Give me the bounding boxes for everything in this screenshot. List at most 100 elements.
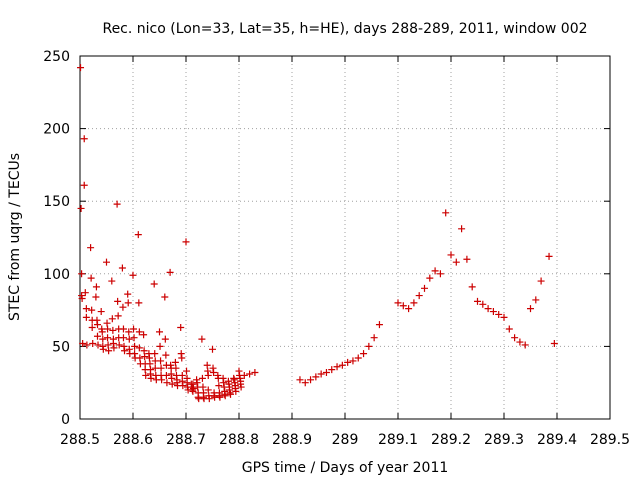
y-tick-label: 100 bbox=[43, 267, 70, 283]
data-point bbox=[447, 251, 455, 259]
data-point bbox=[80, 181, 88, 189]
data-point bbox=[550, 339, 558, 347]
data-point bbox=[114, 312, 122, 320]
data-point bbox=[312, 373, 320, 381]
data-point bbox=[511, 334, 519, 342]
data-point bbox=[209, 345, 216, 353]
data-point bbox=[108, 277, 116, 285]
data-point bbox=[109, 326, 117, 334]
data-point bbox=[134, 231, 142, 239]
data-point bbox=[182, 238, 190, 246]
data-point bbox=[333, 363, 341, 371]
data-point bbox=[79, 339, 87, 347]
data-point bbox=[125, 328, 133, 336]
y-tick-label: 200 bbox=[43, 122, 70, 138]
data-point bbox=[157, 357, 165, 365]
x-tick-labels: 288.5 288.6 288.7 288.8 288.9 289 289.1 289.2 28… bbox=[60, 432, 630, 448]
data-point bbox=[88, 306, 96, 314]
x-tick-label: 288.5 bbox=[60, 432, 100, 448]
y-axis-label: STEC from uqrg / TECUs bbox=[7, 153, 23, 321]
data-point bbox=[118, 264, 126, 272]
x-tick-label: 288.7 bbox=[166, 432, 206, 448]
data-point bbox=[458, 225, 466, 233]
data-point bbox=[78, 270, 86, 278]
y-tick-label: 0 bbox=[61, 412, 70, 428]
data-point bbox=[463, 255, 471, 263]
data-point bbox=[141, 353, 149, 361]
data-point bbox=[168, 380, 176, 388]
data-point bbox=[150, 280, 158, 288]
data-point bbox=[108, 315, 116, 323]
x-tick-label: 289.3 bbox=[484, 432, 524, 448]
data-point bbox=[125, 335, 133, 343]
data-point bbox=[375, 321, 383, 329]
data-point bbox=[104, 334, 112, 342]
data-point bbox=[232, 387, 240, 395]
data-point bbox=[484, 305, 492, 313]
x-tick-label: 288.6 bbox=[113, 432, 153, 448]
data-point bbox=[158, 376, 166, 384]
data-point bbox=[227, 390, 235, 398]
x-tick-label: 288.8 bbox=[219, 432, 259, 448]
data-point bbox=[115, 341, 123, 349]
data-point bbox=[344, 358, 352, 366]
y-tick-label: 150 bbox=[43, 194, 70, 210]
data-point bbox=[237, 383, 245, 391]
data-point bbox=[307, 376, 315, 384]
x-tick-label: 289.5 bbox=[590, 432, 630, 448]
data-point bbox=[124, 299, 132, 307]
data-point bbox=[527, 305, 534, 313]
data-point bbox=[156, 328, 163, 336]
data-point bbox=[82, 313, 90, 321]
data-point bbox=[532, 296, 540, 304]
data-point bbox=[105, 347, 113, 355]
data-point bbox=[370, 334, 378, 342]
data-point bbox=[81, 289, 89, 297]
data-point bbox=[251, 369, 259, 377]
data-point bbox=[405, 305, 413, 313]
data-point bbox=[365, 342, 373, 350]
data-point bbox=[92, 283, 100, 291]
data-point bbox=[92, 293, 100, 301]
data-point bbox=[452, 258, 460, 266]
y-tick-label: 50 bbox=[52, 339, 70, 355]
data-point bbox=[77, 204, 85, 212]
data-point bbox=[93, 321, 101, 329]
data-point bbox=[296, 376, 304, 384]
data-point bbox=[474, 297, 481, 305]
data-point bbox=[495, 310, 503, 318]
data-point bbox=[221, 392, 229, 400]
data-point bbox=[140, 331, 148, 339]
data-point bbox=[157, 364, 165, 372]
data-point bbox=[130, 334, 138, 342]
x-tick-label: 289 bbox=[332, 432, 359, 448]
data-point bbox=[354, 354, 362, 362]
data-point bbox=[172, 364, 180, 372]
data-point bbox=[468, 283, 476, 291]
data-point bbox=[119, 325, 127, 333]
data-point bbox=[99, 335, 107, 343]
data-point bbox=[78, 294, 86, 302]
data-point bbox=[215, 382, 223, 390]
data-point bbox=[119, 334, 127, 342]
data-point bbox=[205, 395, 213, 403]
data-point bbox=[147, 374, 155, 382]
data-point bbox=[479, 300, 487, 308]
data-point bbox=[198, 374, 206, 382]
data-point bbox=[89, 339, 97, 347]
data-point bbox=[442, 209, 450, 217]
data-point bbox=[521, 341, 529, 349]
x-tick-label: 288.9 bbox=[272, 432, 312, 448]
data-point bbox=[198, 335, 206, 343]
data-point bbox=[189, 385, 197, 393]
data-point bbox=[135, 328, 143, 336]
data-point bbox=[399, 302, 407, 310]
data-point bbox=[489, 308, 497, 316]
data-point bbox=[110, 344, 118, 352]
y-tick-label: 250 bbox=[43, 49, 70, 65]
data-point bbox=[516, 338, 524, 346]
data-point bbox=[104, 325, 112, 333]
data-point bbox=[545, 252, 553, 260]
